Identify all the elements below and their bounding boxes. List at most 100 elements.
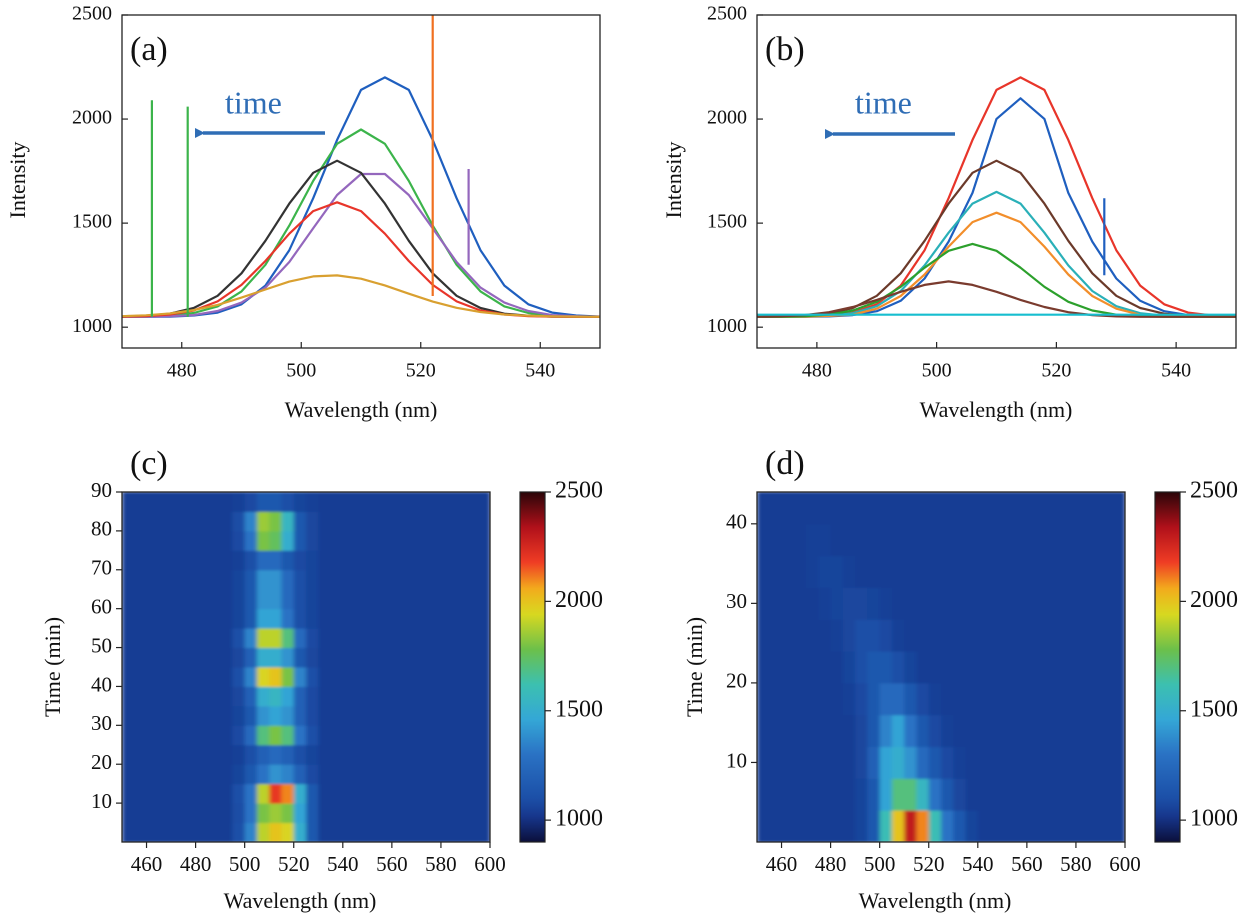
heatmap-cell xyxy=(1063,492,1077,525)
heatmap-cell xyxy=(904,523,917,557)
heatmap-cell xyxy=(330,628,344,649)
heatmap-cell xyxy=(404,569,417,590)
heatmap-cell xyxy=(769,682,783,716)
heatmap-cell xyxy=(757,555,770,588)
heatmap-cell xyxy=(293,550,307,571)
heatmap-cell xyxy=(146,764,160,785)
heatmap-cell xyxy=(256,705,270,726)
heatmap-cell xyxy=(232,647,246,668)
heatmap-cell xyxy=(1051,651,1065,684)
heatmap-cell xyxy=(195,667,209,687)
heatmap-cell xyxy=(1002,587,1016,620)
heatmap-cell xyxy=(207,550,221,571)
heatmap-cell xyxy=(306,705,319,726)
heatmap-cell xyxy=(453,686,466,707)
heatmap-cell xyxy=(465,725,479,746)
heatmap-cell xyxy=(318,764,332,785)
heatmap-cell xyxy=(916,555,930,588)
heatmap-cell xyxy=(195,530,209,551)
heatmap-cell xyxy=(134,725,148,746)
heatmap-cell xyxy=(941,746,954,779)
heatmap-cell xyxy=(379,589,393,610)
heatmap-cell xyxy=(195,569,209,590)
heatmap-cell xyxy=(793,714,807,748)
heatmap-cell xyxy=(855,778,868,811)
heatmap-cell xyxy=(830,619,844,652)
heatmap-cell xyxy=(781,746,795,779)
heatmap-cell xyxy=(416,764,430,785)
heatmap-cell xyxy=(855,555,868,588)
x-axis-label: Wavelength (nm) xyxy=(859,888,1012,913)
heatmap-cell xyxy=(916,651,930,684)
heatmap-cell xyxy=(281,783,295,804)
heatmap-cell xyxy=(306,725,319,746)
heatmap-cell xyxy=(158,803,172,824)
heatmap-cell xyxy=(293,667,307,687)
heatmap-cell xyxy=(1075,555,1089,588)
heatmap-cell xyxy=(1088,587,1101,620)
heatmap-cell xyxy=(404,647,417,668)
x-tick-label: 540 xyxy=(1161,360,1191,382)
heatmap-cell xyxy=(244,530,258,551)
heatmap-cell xyxy=(1039,778,1052,811)
heatmap-cell xyxy=(220,492,233,512)
heatmap-cell xyxy=(904,778,917,811)
y-tick-label: 30 xyxy=(91,711,112,735)
heatmap-cell xyxy=(146,530,160,551)
heatmap-cell xyxy=(806,810,819,842)
heatmap-cell xyxy=(1026,555,1040,588)
heatmap-cell xyxy=(440,667,454,687)
heatmap-cell xyxy=(195,628,209,649)
heatmap-cell xyxy=(477,550,490,571)
heatmap-cell xyxy=(1014,746,1028,779)
heatmap-cell xyxy=(244,647,258,668)
heatmap-cell xyxy=(232,725,246,746)
heatmap-cell xyxy=(1051,523,1065,557)
heatmap-cell xyxy=(171,608,184,629)
heatmap-cell xyxy=(1039,555,1052,588)
heatmap-cell xyxy=(293,492,307,512)
heatmap-cell xyxy=(465,608,479,629)
heatmap-cell xyxy=(769,523,783,557)
heatmap-cell xyxy=(367,550,381,571)
heatmap-cell xyxy=(1100,619,1114,652)
heatmap-cell xyxy=(367,530,381,551)
heatmap-cell xyxy=(318,628,332,649)
heatmap-cell xyxy=(355,511,368,532)
heatmap-cell xyxy=(183,569,197,590)
heatmap-cell xyxy=(256,647,270,668)
heatmap-cell xyxy=(355,608,368,629)
heatmap-cell xyxy=(404,550,417,571)
x-tick-label: 480 xyxy=(802,360,832,382)
heatmap-cell xyxy=(134,589,148,610)
heatmap-cell xyxy=(830,555,844,588)
heatmap-cell xyxy=(977,682,991,716)
heatmap-cell xyxy=(1112,523,1125,557)
heatmap-cell xyxy=(158,647,172,668)
heatmap-cell xyxy=(1112,746,1125,779)
heatmap-cell xyxy=(757,651,770,684)
heatmap-cell xyxy=(1002,810,1016,842)
heatmap-cell xyxy=(171,783,184,804)
heatmap-cell xyxy=(416,628,430,649)
heatmap-cell xyxy=(953,682,967,716)
heatmap-cell xyxy=(134,608,148,629)
x-tick-label: 540 xyxy=(327,852,359,876)
heatmap-cell xyxy=(281,589,295,610)
heatmap-cell xyxy=(842,714,856,748)
heatmap-cell xyxy=(220,511,233,532)
heatmap-cell xyxy=(990,810,1003,842)
heatmap-cell xyxy=(879,810,893,842)
heatmap-cell xyxy=(1088,714,1101,748)
heatmap-cell xyxy=(928,555,942,588)
heatmap-cell xyxy=(1088,523,1101,557)
heatmap-cell xyxy=(318,511,332,532)
heatmap-cell xyxy=(367,589,381,610)
heatmap-cell xyxy=(134,686,148,707)
y-tick-label: 1500 xyxy=(72,211,112,233)
heatmap-cell xyxy=(355,822,368,842)
heatmap-cell xyxy=(416,783,430,804)
heatmap-cell xyxy=(465,764,479,785)
heatmap-cell xyxy=(207,492,221,512)
heatmap-cell xyxy=(171,492,184,512)
